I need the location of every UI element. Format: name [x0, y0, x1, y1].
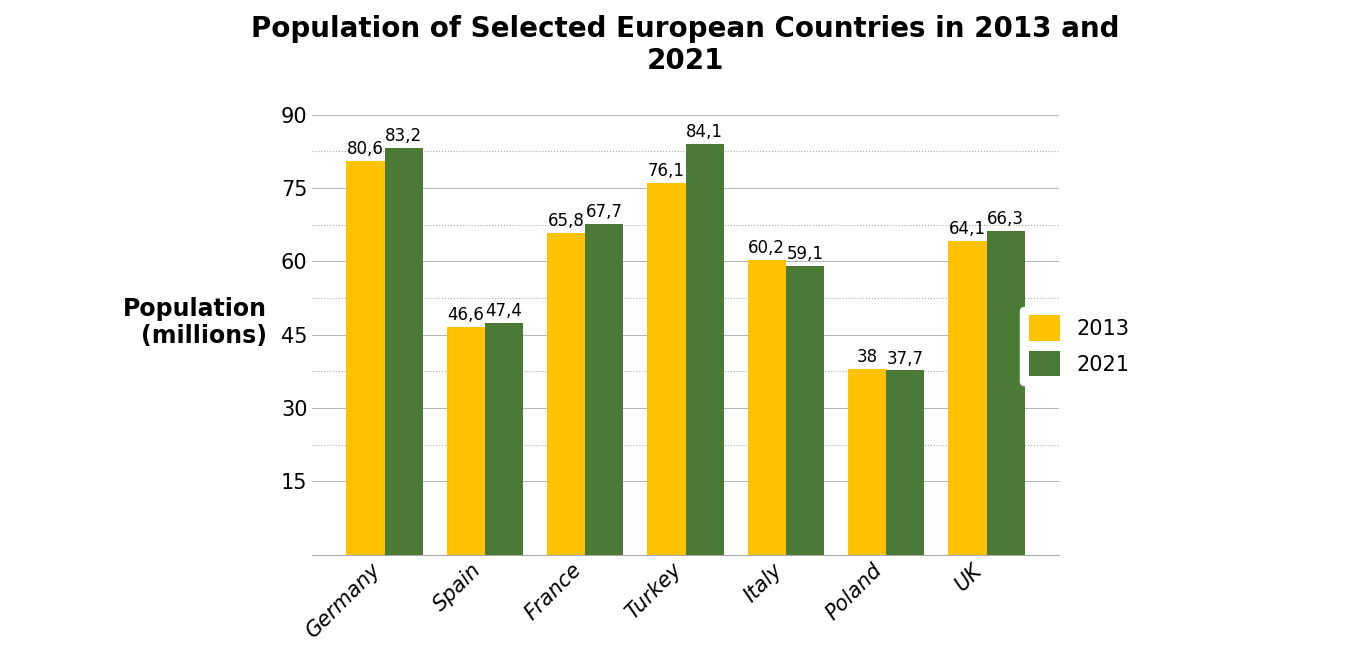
Text: 66,3: 66,3	[988, 210, 1024, 228]
Text: 67,7: 67,7	[586, 203, 623, 221]
Bar	[986, 231, 1025, 555]
Text: 80,6: 80,6	[347, 140, 384, 158]
Text: 84,1: 84,1	[686, 123, 723, 141]
Text: 38: 38	[857, 348, 878, 366]
Text: 47,4: 47,4	[485, 302, 523, 320]
Text: 37,7: 37,7	[886, 350, 924, 367]
Bar	[485, 323, 523, 555]
Bar	[547, 233, 585, 555]
Text: 46,6: 46,6	[447, 306, 484, 324]
Text: 64,1: 64,1	[948, 220, 986, 238]
Text: 59,1: 59,1	[786, 245, 824, 263]
Bar	[385, 148, 423, 555]
Text: 65,8: 65,8	[547, 212, 585, 230]
Bar	[886, 371, 924, 555]
Bar	[786, 266, 824, 555]
Bar	[447, 327, 485, 555]
Text: 76,1: 76,1	[648, 162, 685, 180]
Bar	[848, 369, 886, 555]
Y-axis label: Population
(millions): Population (millions)	[123, 297, 267, 348]
Bar	[647, 183, 685, 555]
Title: Population of Selected European Countries in 2013 and
2021: Population of Selected European Countrie…	[251, 15, 1120, 76]
Text: 60,2: 60,2	[748, 240, 785, 258]
Bar	[346, 161, 385, 555]
Bar	[685, 143, 724, 555]
Text: 83,2: 83,2	[385, 127, 422, 145]
Bar	[747, 260, 786, 555]
Legend: 2013, 2021: 2013, 2021	[1020, 307, 1138, 385]
Bar	[585, 224, 623, 555]
Bar	[948, 241, 986, 555]
